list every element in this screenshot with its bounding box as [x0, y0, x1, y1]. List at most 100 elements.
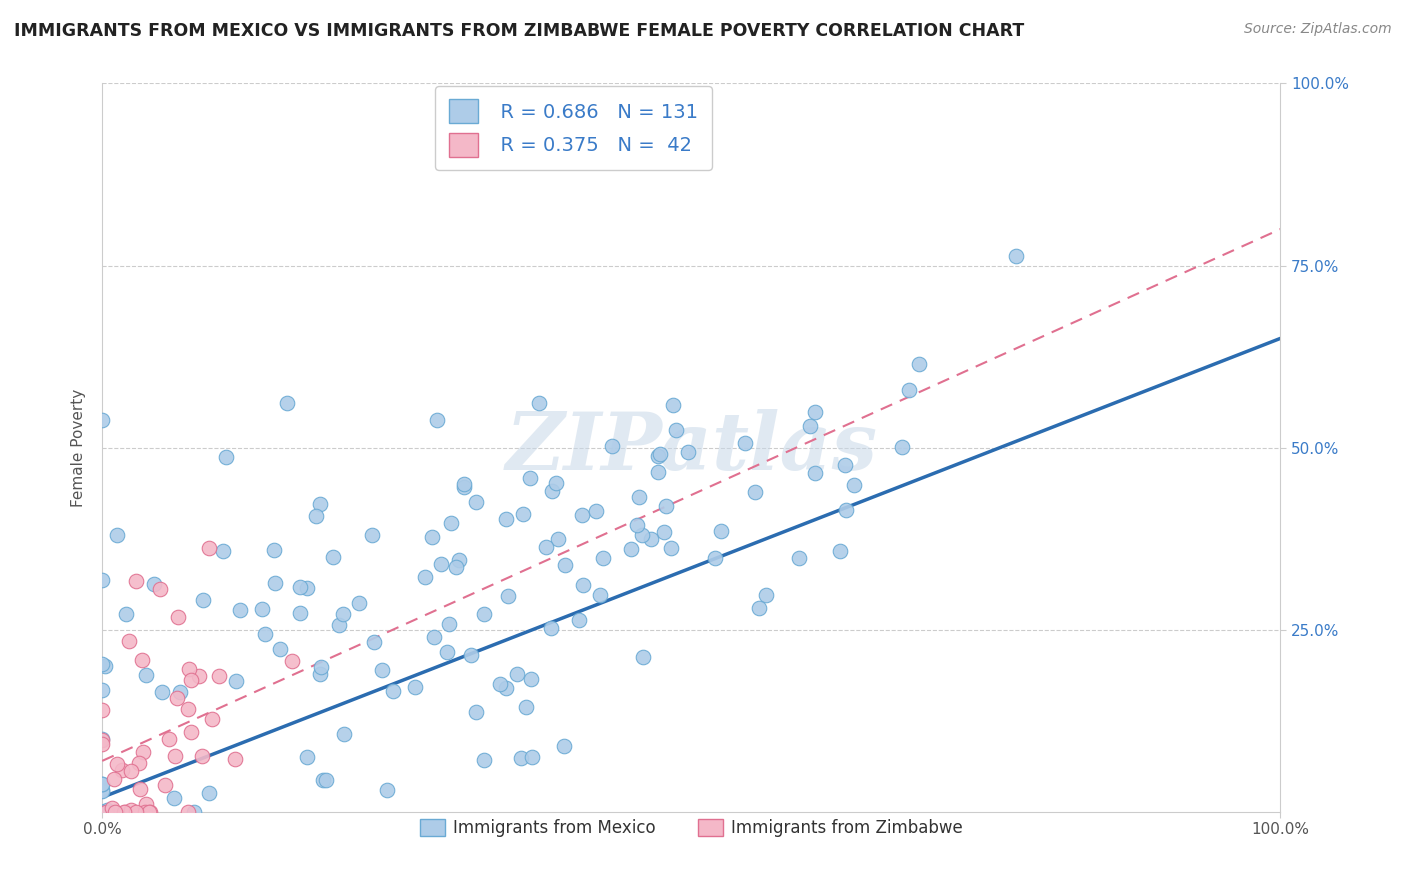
Point — [191, 593, 214, 607]
Point — [138, 805, 160, 819]
Point — [183, 805, 205, 819]
Point — [288, 606, 311, 620]
Point — [423, 630, 446, 644]
Point — [105, 527, 128, 541]
Point — [495, 681, 517, 695]
Point — [464, 706, 486, 720]
Point — [332, 607, 354, 622]
Point — [269, 641, 291, 656]
Point — [652, 524, 675, 539]
Point — [620, 541, 643, 556]
Point — [139, 805, 162, 819]
Point — [305, 509, 328, 524]
Point — [631, 649, 654, 664]
Point — [131, 653, 153, 667]
Point — [1005, 249, 1028, 263]
Point — [91, 657, 114, 672]
Point — [191, 748, 214, 763]
Point — [897, 383, 920, 397]
Point — [361, 528, 384, 542]
Point — [436, 644, 458, 658]
Point — [515, 700, 537, 714]
Point — [589, 589, 612, 603]
Point — [111, 763, 134, 777]
Point — [91, 805, 114, 819]
Point — [157, 731, 180, 746]
Point — [600, 439, 623, 453]
Point — [176, 805, 198, 819]
Point — [166, 691, 188, 706]
Point — [748, 601, 770, 615]
Point — [592, 550, 614, 565]
Point — [453, 477, 475, 491]
Point — [509, 751, 531, 765]
Point — [804, 466, 827, 480]
Point — [150, 684, 173, 698]
Point — [208, 669, 231, 683]
Point — [135, 668, 157, 682]
Point — [104, 805, 127, 819]
Point — [437, 616, 460, 631]
Point — [322, 549, 344, 564]
Point — [328, 618, 350, 632]
Point — [522, 750, 544, 764]
Point — [91, 413, 114, 427]
Point — [295, 581, 318, 595]
Point — [91, 805, 114, 819]
Point — [165, 749, 187, 764]
Point — [101, 801, 124, 815]
Point — [710, 524, 733, 538]
Point — [253, 627, 276, 641]
Point — [529, 396, 551, 410]
Point — [91, 783, 114, 797]
Point — [547, 532, 569, 546]
Point — [647, 449, 669, 463]
Point — [91, 784, 114, 798]
Point — [572, 578, 595, 592]
Point — [495, 512, 517, 526]
Point — [512, 508, 534, 522]
Point — [472, 753, 495, 767]
Point — [659, 541, 682, 555]
Point — [180, 724, 202, 739]
Point — [91, 574, 114, 588]
Point — [96, 803, 118, 817]
Point — [125, 805, 148, 819]
Point — [585, 503, 607, 517]
Point — [460, 648, 482, 662]
Point — [153, 778, 176, 792]
Point — [91, 703, 114, 717]
Point — [179, 662, 201, 676]
Point — [135, 797, 157, 811]
Point — [429, 557, 451, 571]
Point — [198, 541, 221, 555]
Point — [252, 602, 274, 616]
Point — [129, 782, 152, 797]
Point — [91, 777, 114, 791]
Point — [121, 803, 143, 817]
Point — [420, 530, 443, 544]
Point — [907, 357, 929, 371]
Point — [263, 576, 285, 591]
Point — [520, 672, 543, 686]
Point — [167, 610, 190, 624]
Point — [91, 683, 114, 698]
Point — [627, 490, 650, 504]
Point — [134, 805, 156, 819]
Point — [215, 450, 238, 464]
Point — [571, 508, 593, 523]
Point — [426, 413, 449, 427]
Point — [472, 607, 495, 621]
Point — [315, 772, 337, 787]
Point — [381, 683, 404, 698]
Point — [212, 543, 235, 558]
Point — [546, 475, 568, 490]
Point — [626, 517, 648, 532]
Point — [114, 805, 136, 819]
Point — [180, 673, 202, 687]
Point — [114, 805, 136, 819]
Point — [413, 570, 436, 584]
Point — [281, 654, 304, 668]
Point — [149, 582, 172, 596]
Point — [169, 684, 191, 698]
